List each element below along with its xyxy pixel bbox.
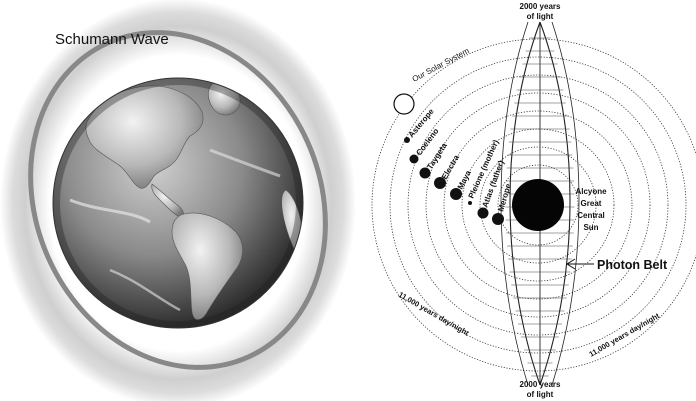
bottom-light-label-line1: 2000 years (520, 380, 561, 389)
schumann-wave-label: Schumann Wave (55, 31, 169, 48)
star-merope (492, 213, 504, 225)
photon-belt-panel: 2000 years of light 2000 years of light … (371, 2, 696, 399)
solar-system-marker (393, 93, 415, 115)
top-light-label-line1: 2000 years (520, 2, 561, 11)
star-maya (450, 188, 462, 200)
orbit-ring-2 (479, 146, 597, 264)
photon-belt-left-edge (509, 21, 541, 386)
schumann-wave-ring (28, 30, 328, 370)
day-night-left-label: 11,000 years day/night (397, 290, 471, 338)
orbit-ring-6 (407, 74, 669, 336)
star-asterope (404, 137, 410, 143)
top-light-label-line2: of light (527, 12, 554, 21)
south-america-shape (171, 212, 243, 321)
sun-label-line4: Sun (583, 223, 598, 232)
bottom-light-label-line2: of light (527, 390, 554, 399)
solar-system-label: Our Solar System (411, 46, 471, 84)
star-pleione (468, 201, 472, 205)
orbit-ring-7 (389, 56, 687, 354)
photon-belt-arrow (566, 258, 594, 270)
star-atlas (477, 207, 489, 219)
star-electra (434, 177, 446, 189)
orbit-ring-4 (443, 110, 633, 300)
orbit-ring-8 (371, 38, 696, 372)
photon-belt-right-edge (539, 21, 571, 386)
earth-globe-icon (52, 77, 304, 329)
star-taygeta (419, 167, 431, 179)
pleiades-stars (404, 137, 504, 225)
sun-label-line1: Alcyone (575, 187, 607, 196)
orbit-ring-5 (425, 92, 651, 318)
sun-label-line2: Great (581, 199, 602, 208)
orbit-rings (371, 38, 696, 372)
day-night-right-label: 11,000 years day/night (588, 311, 662, 359)
star-coeleno (409, 154, 419, 164)
schumann-panel: Schumann Wave (0, 0, 356, 401)
label-electra: Electra (440, 153, 461, 181)
alcyone-sun (512, 179, 564, 231)
photon-belt-label: Photon Belt (597, 258, 668, 272)
north-america-shape (85, 85, 204, 189)
sun-label-line3: Central (577, 211, 605, 220)
orbit-ring-1 (497, 164, 579, 246)
orbit-ring-3 (461, 128, 615, 282)
